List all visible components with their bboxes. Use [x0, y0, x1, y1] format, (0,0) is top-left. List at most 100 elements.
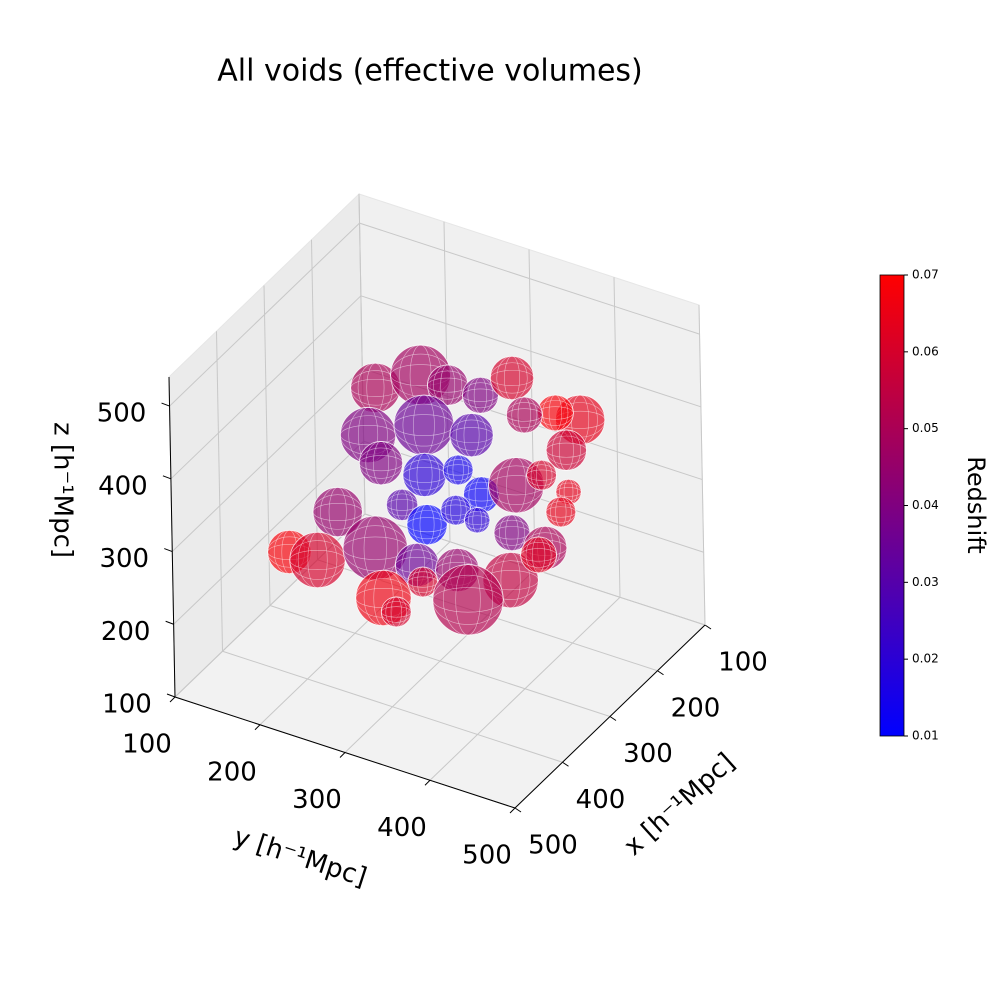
axis-line — [168, 376, 176, 698]
void-sphere — [289, 531, 346, 589]
void-sphere — [545, 496, 577, 528]
grid-line — [359, 222, 700, 335]
colorbar-tick-label: 0.03 — [912, 575, 939, 589]
sphere-meridian — [443, 564, 494, 636]
void-sphere — [464, 507, 491, 534]
sphere-meridian — [390, 488, 414, 521]
z-tick — [164, 548, 173, 553]
grid-line — [216, 331, 223, 652]
void-sphere — [526, 459, 557, 491]
sphere-meridian — [467, 376, 494, 414]
sphere-meridian — [496, 355, 528, 401]
z-tick — [162, 475, 172, 480]
colorbar-tick-label: 0.04 — [912, 498, 939, 512]
colorbar-tick-label: 0.01 — [912, 729, 939, 743]
grid-line — [169, 222, 360, 407]
sphere-parallel — [506, 402, 543, 428]
sphere-parallel — [380, 601, 412, 623]
grid-line — [170, 295, 362, 480]
void-sphere — [312, 486, 363, 538]
void-sphere — [406, 504, 448, 546]
y-axis-label: y [h⁻¹Mpc] — [230, 822, 370, 893]
void-sphere — [407, 566, 439, 598]
y-tick — [339, 752, 346, 758]
sphere-parallel — [489, 362, 535, 394]
void-sphere — [442, 454, 474, 486]
y-tick — [424, 779, 431, 786]
grid-line — [173, 440, 364, 625]
x-tick-label: 300 — [623, 739, 673, 769]
y-tick-label: 300 — [292, 785, 342, 815]
y-tick — [509, 807, 516, 814]
sphere-meridian — [411, 566, 434, 598]
colorbar-tick-label: 0.05 — [912, 421, 939, 435]
colorbar-tick-label: 0.06 — [912, 344, 939, 358]
sphere-parallel — [449, 419, 494, 451]
void-sphere — [393, 394, 455, 456]
colorbar-tick-label: 0.02 — [912, 652, 939, 666]
sphere-meridian — [499, 514, 525, 552]
grid-line — [360, 295, 702, 408]
colorbar-tick-label: 0.07 — [912, 268, 939, 282]
sphere-parallel — [464, 510, 491, 530]
x-tick-label: 200 — [671, 693, 721, 723]
sphere-parallel — [432, 574, 504, 625]
x-tick-label: 500 — [528, 831, 578, 861]
sphere-parallel — [406, 510, 448, 540]
sphere-meridian — [444, 494, 467, 526]
void-sphere — [358, 441, 404, 486]
void-sphere — [462, 376, 499, 414]
void-sphere — [489, 355, 535, 401]
x-tick — [562, 761, 569, 767]
y-tick-label: 400 — [377, 813, 427, 843]
y-tick-label: 200 — [207, 757, 257, 787]
z-tick — [166, 693, 176, 698]
sphere-parallel — [442, 459, 474, 481]
sphere-meridian — [542, 394, 569, 432]
sphere-meridian — [409, 452, 441, 497]
void-sphere — [427, 364, 469, 406]
void-sphere — [449, 412, 494, 458]
sphere-meridian — [530, 459, 553, 491]
void-sphere — [536, 394, 574, 432]
sphere-meridian — [467, 507, 487, 534]
x-tick — [609, 716, 617, 721]
sphere-meridian — [456, 413, 488, 458]
grid-line — [171, 368, 363, 552]
void-sphere — [380, 596, 412, 628]
z-tick-label: 200 — [101, 617, 151, 647]
sphere-meridian — [385, 596, 408, 628]
z-tick — [161, 402, 170, 407]
z-tick — [165, 620, 174, 625]
x-tick-label: 100 — [718, 648, 768, 678]
sphere-parallel — [545, 501, 577, 523]
grid-line — [698, 304, 706, 626]
x-tick-label: 400 — [576, 785, 626, 815]
y-tick — [254, 724, 261, 731]
sphere-meridian — [551, 429, 581, 471]
x-tick — [704, 624, 712, 630]
sphere-meridian — [297, 531, 338, 589]
colorbar-label: Redshift — [962, 456, 990, 553]
void-sphere — [432, 564, 504, 636]
sphere-meridian — [433, 364, 463, 406]
z-tick-label: 500 — [97, 399, 147, 429]
colorbar — [879, 274, 905, 737]
void-sphere — [505, 396, 543, 434]
z-axis-label: z [h⁻¹Mpc] — [48, 422, 78, 558]
sphere-parallel — [386, 493, 419, 517]
sphere-meridian — [365, 441, 397, 486]
void-sphere — [402, 452, 447, 498]
sphere-meridian — [363, 569, 404, 627]
sphere-parallel — [545, 435, 587, 465]
void-sphere — [520, 536, 557, 574]
sphere-meridian — [447, 454, 469, 486]
sphere-meridian — [511, 396, 538, 434]
void-sphere — [545, 429, 587, 471]
grid-line — [613, 277, 621, 598]
axis-line — [514, 624, 706, 809]
sphere-parallel — [526, 464, 557, 486]
z-tick-label: 100 — [102, 690, 152, 720]
sphere-parallel — [312, 494, 363, 530]
chart-title: All voids (effective volumes) — [217, 54, 642, 89]
